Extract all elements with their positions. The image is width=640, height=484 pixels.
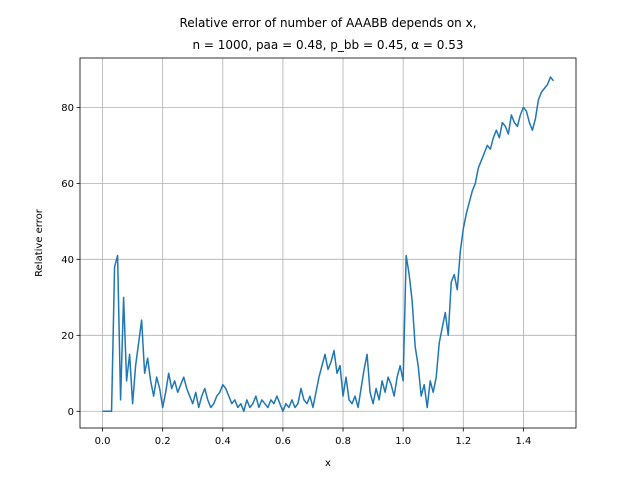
y-tick-label: 0: [68, 407, 74, 418]
x-tick-label: 1.4: [515, 436, 531, 447]
y-tick-label: 80: [61, 103, 74, 114]
x-tick-label: 0.0: [95, 436, 111, 447]
data-line: [102, 76, 555, 413]
plot-frame: [79, 57, 577, 429]
x-tick-label: 0.8: [335, 436, 351, 447]
y-axis-label: Relative error: [34, 208, 45, 277]
chart-subtitle: n = 1000, paa = 0.48, p_bb = 0.45, α = 0…: [192, 38, 463, 52]
x-axis-label: x: [325, 458, 331, 469]
y-tick-label: 20: [61, 331, 74, 342]
y-tick-label: 40: [61, 255, 74, 266]
x-tick-label: 0.6: [275, 436, 291, 447]
x-tick-label: 1.2: [455, 436, 471, 447]
y-tick-label: 60: [61, 179, 74, 190]
x-tick-label: 0.4: [215, 436, 231, 447]
x-tick-label: 1.0: [395, 436, 411, 447]
chart-title: Relative error of number of AAABB depend…: [179, 16, 476, 30]
x-tick-label: 0.2: [155, 436, 171, 447]
